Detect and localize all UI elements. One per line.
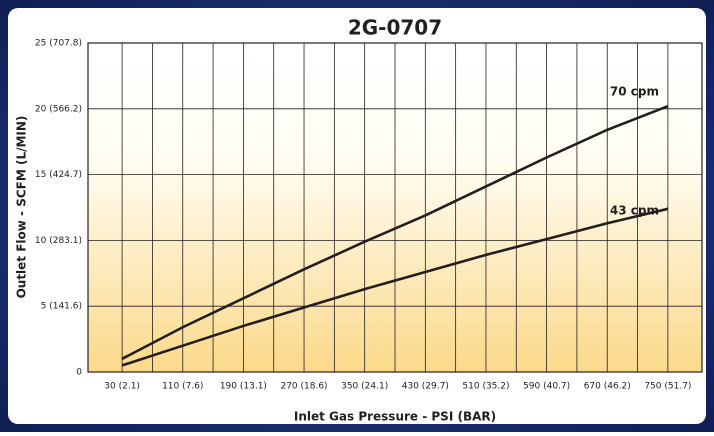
x-tick-label: 510 (35.2) xyxy=(462,382,509,392)
y-tick-label: 0 xyxy=(76,368,82,378)
x-axis-title: Inlet Gas Pressure - PSI (BAR) xyxy=(294,410,496,424)
x-tick-label: 110 (7.6) xyxy=(162,382,203,392)
y-tick-label: 5 (141.6) xyxy=(41,302,82,312)
x-tick-label: 30 (2.1) xyxy=(104,382,140,392)
y-axis-title: Outlet Flow - SCFM (L/MIN) xyxy=(15,116,29,299)
x-tick-label: 750 (51.7) xyxy=(644,382,691,392)
series-label: 43 cpm xyxy=(610,203,659,217)
chart-title: 2G-0707 xyxy=(348,16,442,40)
x-tick-label: 350 (24.1) xyxy=(341,382,388,392)
y-tick-label: 25 (707.8) xyxy=(35,39,82,49)
plot-frame xyxy=(87,42,703,373)
y-tick-label: 15 (424.7) xyxy=(35,170,82,180)
x-tick-label: 190 (13.1) xyxy=(220,382,267,392)
x-tick-label: 430 (29.7) xyxy=(402,382,449,392)
line xyxy=(121,207,669,367)
y-tick-label: 10 (283.1) xyxy=(35,236,82,246)
x-tick-label: 270 (18.6) xyxy=(280,382,327,392)
series-label: 70 cpm xyxy=(610,85,659,99)
x-tick-label: 590 (40.7) xyxy=(523,382,570,392)
x-tick-label: 670 (46.2) xyxy=(584,382,631,392)
line xyxy=(121,104,669,360)
y-tick-label: 20 (566.2) xyxy=(35,104,82,114)
